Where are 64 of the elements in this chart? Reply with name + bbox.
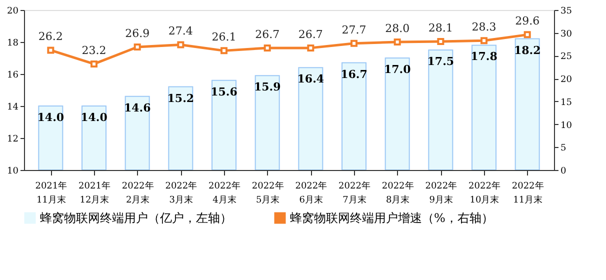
y-tick-label: 18 — [7, 38, 19, 48]
x-tick-label: 2022年 5月末 — [252, 180, 284, 206]
data-label: 15.9 — [254, 80, 281, 94]
data-label: 17.8 — [470, 50, 498, 64]
data-label: 16.4 — [297, 72, 324, 86]
data-label: 16.7 — [340, 68, 368, 81]
y2-tick-label: 30 — [560, 29, 572, 40]
data-label: 27.4 — [168, 24, 193, 38]
point — [220, 47, 228, 54]
x-tick-label: 2022年 7月末 — [338, 180, 370, 206]
data-label: 26.7 — [255, 28, 280, 41]
data-label: 15.6 — [210, 85, 238, 98]
y2-tick-label: 20 — [560, 75, 572, 86]
data-label: 17.0 — [384, 63, 412, 76]
data-label: 15.2 — [167, 92, 194, 105]
y-tick-label: 12 — [7, 134, 18, 144]
data-label: 17.5 — [427, 55, 454, 68]
legend-label: 蜂窝物联网终端用户（亿户，左轴） — [40, 211, 232, 225]
x-tick-label: 2022年 4月末 — [208, 180, 240, 206]
data-label: 28.1 — [428, 22, 453, 35]
y2-tick-label: 15 — [560, 98, 572, 108]
data-label: 14.0 — [80, 111, 108, 124]
data-label: 23.2 — [82, 44, 106, 57]
x-tick-label: 2022年 6月末 — [295, 180, 328, 206]
y2-tick-label: 5 — [560, 144, 566, 154]
y-tick-label: 14 — [7, 102, 19, 112]
data-label: 14.0 — [37, 111, 64, 124]
data-label: 26.7 — [298, 28, 323, 41]
data-label: 14.6 — [124, 101, 152, 114]
point — [524, 31, 531, 38]
point — [307, 44, 314, 52]
data-label: 26.9 — [125, 27, 150, 40]
point — [264, 44, 271, 52]
y2-tick-label: 35 — [560, 6, 572, 16]
legend-label: 蜂窝物联网终端用户增速（%，右轴） — [290, 211, 494, 225]
x-tick-label: 2022年 2月末 — [122, 180, 154, 206]
data-label: 28.0 — [385, 22, 410, 35]
y2-tick-label: 10 — [560, 120, 572, 131]
data-label: 29.6 — [515, 14, 540, 28]
point — [394, 38, 401, 46]
x-tick-label: 2022年 11月末 — [512, 180, 544, 206]
point — [177, 41, 184, 48]
point — [134, 44, 141, 51]
x-tick-label: 2022年 10月末 — [468, 180, 500, 206]
point — [90, 60, 98, 68]
x-tick-label: 2022年 8月末 — [382, 180, 414, 206]
x-tick-label: 2022年 9月末 — [425, 180, 458, 206]
y-tick-label: 20 — [7, 6, 19, 16]
point — [47, 46, 54, 54]
y-tick-label: 16 — [7, 70, 19, 80]
y-tick-label: 10 — [7, 166, 19, 176]
x-tick-label: 2021年 12月末 — [78, 180, 110, 206]
y2-tick-label: 0 — [560, 166, 566, 176]
data-label: 28.3 — [472, 20, 496, 34]
point — [350, 40, 358, 47]
y2-tick-label: 25 — [560, 52, 572, 62]
data-label: 18.2 — [514, 44, 541, 57]
x-tick-label: 2021年 11月末 — [35, 180, 68, 206]
x-tick-label: 2022年 3月末 — [165, 180, 198, 206]
data-label: 26.1 — [212, 30, 236, 44]
data-label: 27.7 — [342, 23, 366, 36]
point — [480, 37, 488, 44]
point — [437, 38, 444, 46]
data-label: 26.2 — [38, 30, 63, 44]
